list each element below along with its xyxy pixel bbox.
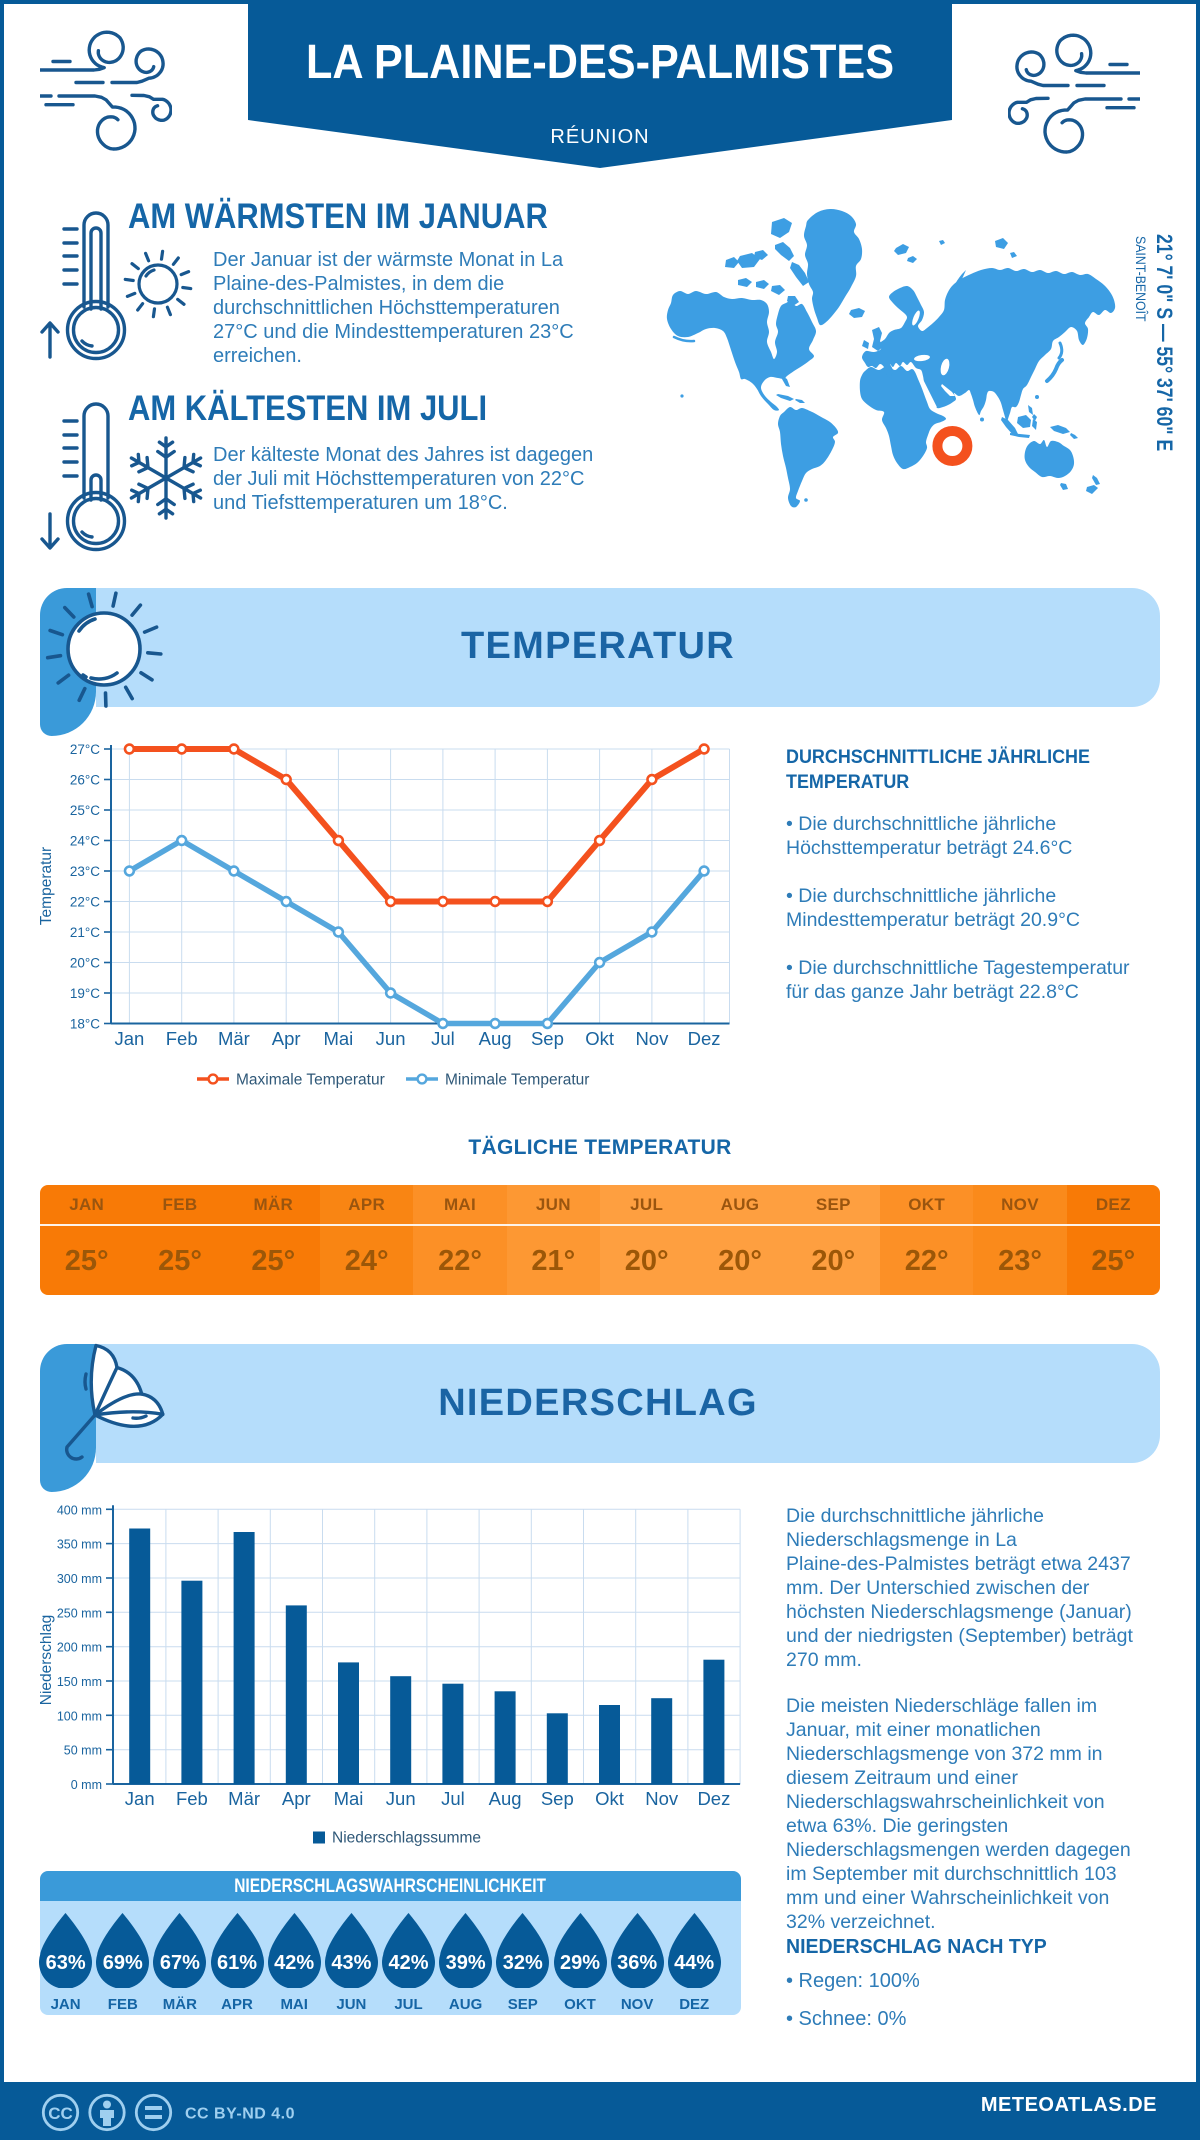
svg-text:Okt: Okt	[585, 1028, 614, 1049]
svg-text:Jan: Jan	[114, 1028, 144, 1049]
svg-text:19°C: 19°C	[70, 986, 100, 1001]
svg-text:50 mm: 50 mm	[64, 1744, 102, 1758]
svg-text:150 mm: 150 mm	[57, 1675, 102, 1689]
svg-text:300 mm: 300 mm	[57, 1572, 102, 1586]
svg-text:Jul: Jul	[441, 1788, 465, 1809]
svg-text:Mai: Mai	[323, 1028, 353, 1049]
svg-text:0 mm: 0 mm	[71, 1778, 102, 1792]
svg-text:Sep: Sep	[541, 1788, 574, 1809]
svg-text:Dez: Dez	[697, 1788, 730, 1809]
svg-text:Minimale Temperatur: Minimale Temperatur	[445, 1072, 589, 1089]
svg-text:Aug: Aug	[479, 1028, 512, 1049]
svg-text:Sep: Sep	[531, 1028, 564, 1049]
svg-text:Dez: Dez	[688, 1028, 721, 1049]
svg-text:Jun: Jun	[386, 1788, 416, 1809]
svg-text:200 mm: 200 mm	[57, 1641, 102, 1655]
svg-text:Mär: Mär	[218, 1028, 250, 1049]
svg-text:25°C: 25°C	[70, 803, 100, 818]
svg-text:400 mm: 400 mm	[57, 1503, 102, 1517]
svg-text:Okt: Okt	[595, 1788, 624, 1809]
svg-text:350 mm: 350 mm	[57, 1538, 102, 1552]
svg-text:18°C: 18°C	[70, 1017, 100, 1032]
svg-text:27°C: 27°C	[70, 742, 100, 757]
svg-text:Mai: Mai	[334, 1788, 364, 1809]
svg-text:Nov: Nov	[645, 1788, 679, 1809]
svg-text:26°C: 26°C	[70, 773, 100, 788]
svg-text:Niederschlagssumme: Niederschlagssumme	[332, 1830, 481, 1847]
svg-text:Apr: Apr	[272, 1028, 301, 1049]
svg-text:Niederschlag: Niederschlag	[40, 1615, 55, 1705]
svg-text:Aug: Aug	[489, 1788, 522, 1809]
svg-text:Nov: Nov	[635, 1028, 669, 1049]
svg-text:CC: CC	[48, 2104, 73, 2123]
svg-text:Maximale Temperatur: Maximale Temperatur	[236, 1072, 385, 1089]
svg-text:20°C: 20°C	[70, 956, 100, 971]
svg-text:Jul: Jul	[431, 1028, 455, 1049]
svg-text:100 mm: 100 mm	[57, 1709, 102, 1723]
svg-text:Temperatur: Temperatur	[40, 847, 55, 925]
svg-text:21°C: 21°C	[70, 925, 100, 940]
svg-text:Mär: Mär	[228, 1788, 260, 1809]
svg-text:Jan: Jan	[125, 1788, 155, 1809]
svg-text:22°C: 22°C	[70, 895, 100, 910]
svg-text:CC BY-ND 4.0: CC BY-ND 4.0	[185, 2106, 295, 2123]
svg-text:23°C: 23°C	[70, 864, 100, 879]
svg-text:Feb: Feb	[176, 1788, 208, 1809]
svg-text:Feb: Feb	[166, 1028, 198, 1049]
svg-text:Apr: Apr	[282, 1788, 311, 1809]
svg-text:24°C: 24°C	[70, 834, 100, 849]
svg-text:Jun: Jun	[376, 1028, 406, 1049]
svg-text:250 mm: 250 mm	[57, 1606, 102, 1620]
